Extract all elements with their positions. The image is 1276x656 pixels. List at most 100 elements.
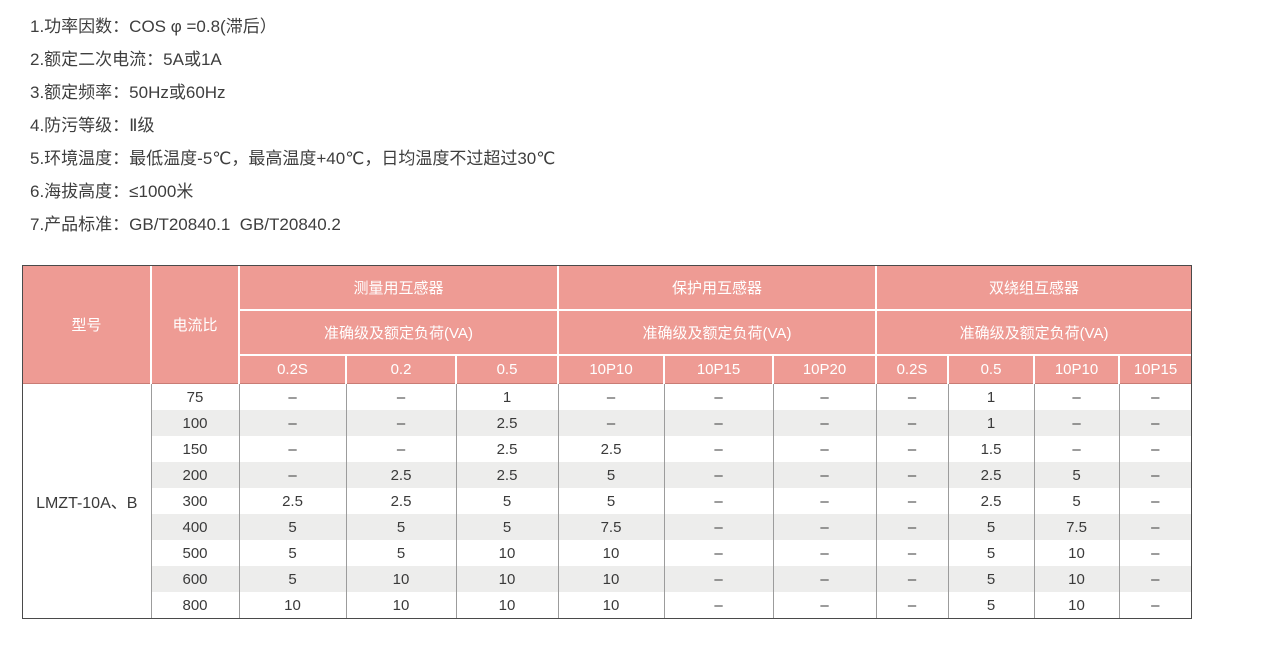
- value-cell: –: [1034, 383, 1120, 410]
- value-cell: –: [876, 383, 949, 410]
- spec-table: 型号 电流比 测量用互感器 保护用互感器 双绕组互感器 准确级及额定负荷(VA)…: [23, 266, 1192, 618]
- value-cell: –: [876, 592, 949, 618]
- value-cell: –: [773, 436, 877, 462]
- value-cell: 2.5: [239, 488, 347, 514]
- value-cell: 2.5: [558, 436, 665, 462]
- value-cell: –: [346, 436, 457, 462]
- value-cell: 5: [948, 514, 1035, 540]
- value-cell: 5: [239, 540, 347, 566]
- value-cell: –: [773, 566, 877, 592]
- spec-line-altitude: 6.海拔高度：≤1000米: [30, 182, 194, 201]
- spec-line-power-factor: 1.功率因数：COS φ =0.8(滞后）: [30, 17, 277, 36]
- value-cell: –: [773, 383, 877, 410]
- value-cell: 5: [1034, 488, 1120, 514]
- value-cell: –: [664, 488, 774, 514]
- value-cell: 5: [558, 488, 665, 514]
- value-cell: 10: [1034, 540, 1120, 566]
- col-header-model: 型号: [23, 266, 152, 384]
- value-cell: –: [1151, 570, 1160, 588]
- value-cell: 2.5: [346, 462, 457, 488]
- value-cell: –: [876, 566, 949, 592]
- value-cell: –: [773, 592, 877, 618]
- value-cell: 10: [239, 592, 347, 618]
- value-cell: 10: [346, 592, 457, 618]
- col-header-protection-10P15: 10P15: [663, 354, 774, 384]
- value-cell: –: [664, 462, 774, 488]
- value-cell: 10: [558, 592, 665, 618]
- value-cell: –: [664, 592, 774, 618]
- subheader-double-winding-burden: 准确级及额定负荷(VA): [874, 309, 1192, 356]
- value-cell: –: [1151, 596, 1160, 614]
- value-cell: –: [664, 540, 774, 566]
- col-header-measuring-0.5: 0.5: [455, 354, 559, 384]
- value-cell: –: [1151, 414, 1160, 432]
- value-cell: –: [664, 410, 774, 436]
- col-header-double-10P15: 10P15: [1117, 354, 1192, 384]
- col-header-measuring-0.2: 0.2: [345, 354, 457, 384]
- value-cell: 5: [1034, 462, 1120, 488]
- value-cell: 2.5: [456, 436, 559, 462]
- col-header-protection-10P10: 10P10: [557, 354, 665, 384]
- value-cell: 10: [1034, 566, 1120, 592]
- value-cell: –: [1151, 440, 1160, 458]
- value-cell: –: [876, 540, 949, 566]
- subheader-protection-burden: 准确级及额定负荷(VA): [557, 309, 877, 356]
- value-cell: 5: [948, 540, 1035, 566]
- value-cell: 5: [239, 566, 347, 592]
- value-cell: –: [773, 462, 877, 488]
- ratio-cell: 100: [151, 410, 240, 436]
- value-cell: 5: [558, 462, 665, 488]
- ratio-cell: 500: [151, 540, 240, 566]
- spec-table-wrapper: 型号 电流比 测量用互感器 保护用互感器 双绕组互感器 准确级及额定负荷(VA)…: [22, 265, 1192, 619]
- subheader-measuring-burden: 准确级及额定负荷(VA): [238, 309, 559, 356]
- ratio-cell: 200: [151, 462, 240, 488]
- spec-line-pollution-class: 4.防污等级：Ⅱ级: [30, 116, 155, 135]
- value-cell: 7.5: [1034, 514, 1120, 540]
- spec-line-frequency: 3.额定频率：50Hz或60Hz: [30, 83, 226, 102]
- col-header-measuring-0.2S: 0.2S: [238, 354, 347, 384]
- value-cell: –: [239, 436, 347, 462]
- ratio-cell: 75: [151, 383, 240, 410]
- value-cell: –: [1151, 518, 1160, 536]
- value-cell: 10: [558, 540, 665, 566]
- table-row: 300 2.5 2.5 5 5 – – – 2.5 5 –: [23, 488, 1191, 514]
- ratio-cell: 600: [151, 566, 240, 592]
- value-cell: 5: [456, 514, 559, 540]
- table-row: 150 – – 2.5 2.5 – – – 1.5 – –: [23, 436, 1191, 462]
- value-cell: 10: [456, 540, 559, 566]
- ratio-cell: 800: [151, 592, 240, 618]
- value-cell: –: [773, 488, 877, 514]
- value-cell: –: [1034, 410, 1120, 436]
- value-cell: 5: [456, 488, 559, 514]
- value-cell: 10: [558, 566, 665, 592]
- value-cell: –: [876, 462, 949, 488]
- value-cell: –: [346, 410, 457, 436]
- ratio-cell: 150: [151, 436, 240, 462]
- value-cell: –: [1151, 492, 1160, 510]
- spec-line-secondary-current: 2.额定二次电流：5A或1A: [30, 50, 222, 69]
- table-row: 800 10 10 10 10 – – – 5 10 –: [23, 592, 1191, 618]
- value-cell: 10: [456, 592, 559, 618]
- value-cell: 5: [948, 566, 1035, 592]
- value-cell: –: [558, 383, 665, 410]
- table-row: LMZT-10A、B 75 – – 1 – – – – 1 – –: [23, 383, 1191, 618]
- value-cell: –: [876, 488, 949, 514]
- value-cell: –: [239, 383, 347, 410]
- spec-line-product-standard: 7.产品标准：GB/T20840.1 GB/T20840.2: [30, 215, 341, 234]
- value-cell: –: [876, 436, 949, 462]
- value-cell: 1: [948, 410, 1035, 436]
- value-cell: –: [876, 410, 949, 436]
- table-row: 600 5 10 10 10 – – – 5 10 –: [23, 566, 1192, 592]
- value-cell: 10: [456, 566, 559, 592]
- value-cell: 1: [948, 383, 1035, 410]
- ratio-cell: 400: [151, 514, 240, 540]
- ratio-cell: 300: [151, 488, 240, 514]
- value-cell: 2.5: [456, 410, 559, 436]
- value-cell: 5: [346, 540, 457, 566]
- value-cell: –: [1034, 436, 1120, 462]
- value-cell: 2.5: [346, 488, 457, 514]
- value-cell: 1: [456, 383, 559, 410]
- spec-list: 1.功率因数：COS φ =0.8(滞后） 2.额定二次电流：5A或1A 3.额…: [30, 10, 555, 241]
- table-row: 400 5 5 5 7.5 – – – 5 7.5 –: [23, 514, 1192, 540]
- value-cell: 2.5: [456, 462, 559, 488]
